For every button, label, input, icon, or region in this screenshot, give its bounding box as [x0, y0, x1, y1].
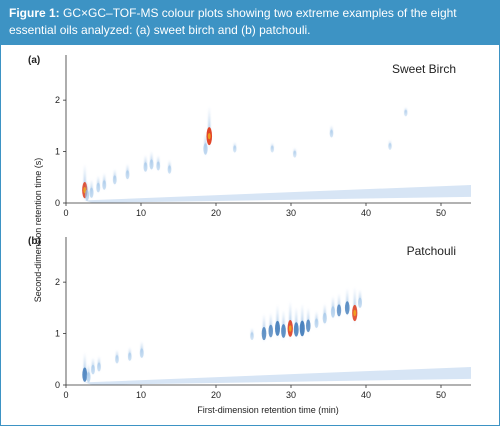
- peak-core: [207, 132, 211, 140]
- peak-spot: [322, 312, 327, 324]
- panel-title: Patchouli: [407, 244, 456, 258]
- peak-spot: [314, 318, 319, 329]
- peak-spot: [250, 332, 254, 341]
- figure-caption: Figure 1: GC×GC–TOF-MS colour plots show…: [1, 1, 499, 45]
- x-tick-label: 10: [136, 390, 146, 400]
- peak-spot: [149, 159, 154, 170]
- x-tick-label: 10: [136, 208, 146, 218]
- peak-spot: [125, 170, 130, 180]
- x-tick-label: 30: [286, 390, 296, 400]
- peak-spot: [127, 352, 132, 361]
- x-tick-label: 40: [361, 208, 371, 218]
- panel-label: (a): [28, 55, 40, 66]
- peak-spot: [86, 372, 91, 383]
- x-tick-label: 40: [361, 390, 371, 400]
- peak-spot: [84, 189, 90, 201]
- peak-spot: [143, 162, 148, 172]
- peak-spot: [293, 150, 297, 158]
- x-tick-label: 50: [436, 208, 446, 218]
- x-tick-label: 20: [211, 208, 221, 218]
- peak-spot: [281, 324, 286, 338]
- peak-spot: [268, 324, 274, 338]
- peak-spot: [112, 175, 117, 185]
- peak-streak: [250, 327, 254, 341]
- column-bleed-band: [84, 185, 471, 203]
- peak-spot: [305, 319, 311, 333]
- peak-streak: [168, 159, 171, 175]
- peak-spot: [261, 326, 267, 341]
- column-bleed-band: [84, 367, 471, 385]
- y-tick-label: 2: [55, 95, 60, 105]
- peak-spot: [96, 182, 101, 193]
- panel-title: Sweet Birch: [392, 62, 456, 76]
- peak-spot: [115, 355, 119, 364]
- x-tick-label: 30: [286, 208, 296, 218]
- peak-spot: [336, 304, 342, 317]
- x-tick-label: 0: [63, 390, 68, 400]
- peak-spot: [293, 322, 299, 337]
- peak-streak: [128, 347, 131, 362]
- y-tick-label: 1: [55, 147, 60, 157]
- peak-streak: [388, 139, 392, 150]
- peak-core: [288, 325, 292, 332]
- peak-spot: [91, 364, 95, 375]
- peak-streak: [330, 125, 333, 138]
- peak-streak: [115, 349, 119, 364]
- x-tick-label: 0: [63, 208, 68, 218]
- peak-spot: [299, 320, 305, 337]
- peak-spot: [203, 143, 208, 155]
- peak-streak: [271, 142, 274, 153]
- peak-core: [353, 309, 357, 317]
- peak-streak: [233, 141, 236, 153]
- x-axis-label: First-dimension retention time (min): [197, 405, 339, 415]
- y-tick-label: 0: [55, 198, 60, 208]
- y-axis-label: Second-dimension retention time (s): [33, 158, 43, 303]
- peak-spot: [329, 129, 334, 138]
- peak-streak: [293, 147, 296, 158]
- y-tick-label: 0: [55, 380, 60, 390]
- caption-label: Figure 1:: [9, 6, 60, 20]
- peak-streak: [404, 106, 407, 116]
- panel-label: (b): [28, 236, 41, 247]
- peak-spot: [357, 297, 363, 308]
- peak-spot: [97, 362, 101, 372]
- peak-spot: [275, 320, 280, 336]
- peak-spot: [388, 142, 392, 150]
- y-tick-label: 2: [55, 277, 60, 287]
- peak-spot: [82, 367, 88, 382]
- peak-spot: [139, 348, 144, 358]
- y-tick-label: 1: [55, 329, 60, 339]
- peak-spot: [270, 145, 274, 153]
- x-tick-label: 20: [211, 390, 221, 400]
- peak-spot: [156, 161, 161, 171]
- peak-spot: [404, 109, 408, 117]
- caption-text: GC×GC–TOF-MS colour plots showing two ex…: [9, 6, 457, 37]
- x-tick-label: 50: [436, 390, 446, 400]
- panel-b: (b) Patchouli 0 10 20 30 40 50 0 1 2: [28, 236, 471, 400]
- peak-spot: [330, 306, 336, 318]
- peak-spot: [102, 180, 107, 190]
- peak-spot: [167, 165, 172, 174]
- peak-spot: [89, 187, 94, 198]
- peak-spot: [344, 301, 350, 315]
- peak-spot: [233, 145, 237, 153]
- panel-a: (a) Sweet Birch 0 10 20 30 40 50 0 1 2: [28, 55, 471, 218]
